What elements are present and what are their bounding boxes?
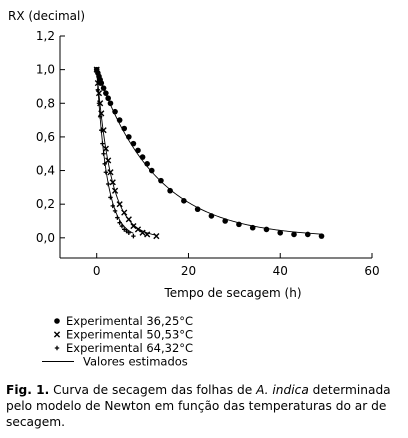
data-point-plus bbox=[117, 220, 122, 225]
data-point-circle bbox=[249, 224, 256, 231]
caption-text-1: Curva de secagem das folhas de bbox=[49, 383, 257, 397]
data-point-circle bbox=[148, 167, 155, 174]
data-point-x bbox=[105, 157, 112, 164]
data-point-circle bbox=[263, 226, 270, 233]
legend-label: Valores estimados bbox=[83, 355, 188, 369]
data-point-plus bbox=[102, 161, 107, 167]
data-point-x bbox=[121, 209, 128, 216]
data-point-plus bbox=[122, 227, 127, 232]
data-point-plus bbox=[112, 208, 118, 214]
data-point-circle bbox=[304, 231, 311, 238]
data-point-circle bbox=[126, 134, 132, 140]
data-point-circle bbox=[194, 206, 201, 213]
y-axis-label: RX (decimal) bbox=[8, 9, 85, 23]
data-point-plus bbox=[94, 67, 99, 72]
data-point-circle bbox=[144, 161, 150, 167]
data-point-circle bbox=[208, 213, 215, 219]
fit-curve bbox=[96, 69, 134, 234]
legend-label: Experimental 36,25°C bbox=[66, 314, 193, 328]
data-point-plus bbox=[101, 151, 106, 156]
data-point-x bbox=[134, 226, 142, 233]
y-tick-label: 0,8 bbox=[36, 96, 55, 110]
y-tick-label: 0,0 bbox=[36, 231, 55, 245]
data-point-circle bbox=[167, 187, 173, 194]
data-point-plus bbox=[105, 181, 111, 187]
data-point-plus bbox=[131, 233, 136, 239]
caption-text-2: determinada pelo modelo de Newton em fun… bbox=[6, 383, 391, 429]
data-point-circle bbox=[105, 95, 111, 102]
data-point-circle bbox=[103, 90, 109, 96]
data-point-x bbox=[109, 179, 116, 186]
data-point-plus bbox=[103, 170, 109, 175]
y-tick-label: 0,4 bbox=[36, 164, 55, 178]
data-point-x bbox=[102, 145, 109, 152]
x-tick-label: 40 bbox=[273, 264, 288, 278]
x-tick-label: 0 bbox=[93, 264, 101, 278]
caption-label: Fig. 1. bbox=[6, 383, 50, 397]
data-point-plus bbox=[126, 230, 132, 235]
data-point-x bbox=[130, 222, 137, 230]
data-point-circle bbox=[236, 221, 242, 228]
data-point-circle bbox=[107, 100, 114, 107]
data-point-x bbox=[116, 201, 123, 208]
figure-caption: Fig. 1. Curva de secagem das folhas de A… bbox=[6, 382, 404, 430]
data-point-plus bbox=[124, 228, 129, 234]
data-point-plus bbox=[119, 223, 125, 229]
caption-species: A. indica bbox=[256, 383, 309, 397]
legend-label: Experimental 64,32°C bbox=[66, 341, 193, 355]
data-point-circle bbox=[318, 233, 325, 239]
data-point-circle bbox=[135, 147, 141, 154]
data-point-plus bbox=[100, 141, 105, 146]
data-point-plus bbox=[108, 195, 113, 200]
fit-curves bbox=[96, 69, 322, 236]
data-point-plus bbox=[115, 215, 120, 220]
y-tick-label: 1,0 bbox=[36, 63, 55, 77]
legend-marker-plus bbox=[54, 345, 60, 351]
axes: 0,0 0,2 0,4 0,6 0,8 1,0 1,2 0 20 40 60 RX (decimal)… bbox=[8, 9, 380, 300]
data-point-plus bbox=[97, 114, 103, 119]
data-point-circle bbox=[100, 85, 107, 91]
y-tick-label: 0,2 bbox=[36, 197, 55, 211]
data-point-plus bbox=[110, 203, 115, 209]
legend-label: Experimental 50,53°C bbox=[66, 328, 193, 342]
x-axis-label: Tempo de secagem (h) bbox=[163, 286, 301, 300]
y-tick-label: 1,2 bbox=[36, 29, 55, 43]
data-point-circle bbox=[158, 177, 164, 184]
data-point-circle bbox=[291, 231, 297, 238]
data-point-circle bbox=[222, 218, 228, 224]
data-point-plus bbox=[95, 87, 101, 93]
data-point-x bbox=[107, 169, 114, 176]
data-point-circle bbox=[277, 229, 284, 236]
legend-marker-x bbox=[53, 331, 61, 338]
x-tick-label: 60 bbox=[364, 264, 379, 278]
data-point-x bbox=[94, 79, 101, 87]
data-point-circle bbox=[130, 140, 137, 147]
fit-curve bbox=[96, 69, 322, 235]
data-point-circle bbox=[181, 198, 187, 204]
data-point-circle bbox=[121, 125, 128, 132]
data-point-x bbox=[144, 231, 151, 238]
data-points bbox=[93, 66, 325, 240]
legend-marker-circle bbox=[54, 318, 60, 324]
data-point-circle bbox=[112, 108, 118, 115]
data-point-x bbox=[153, 233, 160, 240]
data-point-x bbox=[139, 229, 146, 236]
data-point-circle bbox=[139, 154, 146, 160]
data-point-x bbox=[125, 216, 132, 223]
data-point-plus bbox=[99, 127, 104, 133]
y-tick-label: 0,6 bbox=[36, 130, 55, 144]
x-tick-label: 20 bbox=[181, 264, 196, 278]
data-point-plus bbox=[96, 101, 102, 106]
data-point-x bbox=[111, 187, 119, 194]
data-point-circle bbox=[116, 117, 123, 123]
